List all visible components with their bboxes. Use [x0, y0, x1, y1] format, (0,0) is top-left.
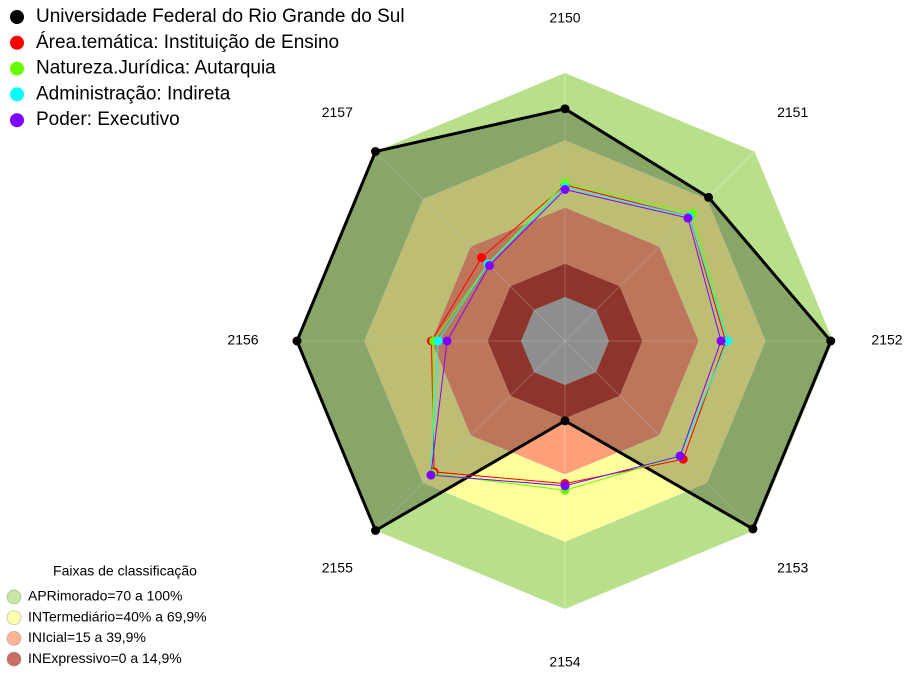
legend-marker: [10, 87, 24, 102]
legend-label: Área.temática: Instituição de Ensino: [36, 32, 339, 53]
series-point: [292, 336, 302, 346]
category-label: 2152: [871, 332, 902, 348]
series-point: [716, 336, 726, 346]
band-legend-marker: [6, 589, 22, 605]
category-label: 2156: [227, 332, 258, 348]
series-point: [370, 146, 380, 156]
series-point: [560, 104, 570, 114]
series-point: [683, 213, 693, 223]
band-legend-marker: [6, 630, 22, 646]
spoke: [375, 151, 566, 342]
series-point: [433, 336, 443, 346]
spoke: [375, 340, 566, 531]
legend-marker: [10, 35, 24, 50]
bands-title: Faixas de classificação: [53, 563, 197, 579]
series-point: [748, 524, 758, 534]
band-legend-marker: [6, 651, 22, 667]
legend-label: Universidade Federal do Rio Grande do Su…: [36, 6, 405, 27]
spoke: [564, 151, 755, 342]
series-point: [426, 470, 436, 480]
category-label: 2157: [322, 104, 353, 120]
category-label: 2151: [777, 104, 808, 120]
legend-marker: [10, 61, 24, 76]
category-label: 2153: [777, 559, 808, 575]
series-point: [370, 526, 380, 536]
legend-label: Poder: Executivo: [36, 109, 180, 130]
series-point: [485, 261, 495, 271]
category-label: 2150: [549, 10, 580, 26]
series-point: [477, 253, 487, 263]
legend-label: Natureza.Jurídica: Autarquia: [36, 58, 276, 79]
band-legend-label: APRimorado=70 a 100%: [28, 588, 183, 604]
legend-marker: [10, 10, 24, 24]
category-label: 2155: [322, 559, 353, 575]
band-legend-label: INExpressivo=0 a 14,9%: [28, 650, 182, 666]
series-point: [560, 184, 570, 194]
category-label: 2154: [549, 654, 580, 670]
spoke: [564, 340, 755, 531]
series-point: [560, 416, 570, 426]
legend-marker: [10, 113, 24, 128]
band: [364, 140, 766, 542]
series-point: [560, 481, 570, 491]
band-legend-label: INTermediário=40% a 69,9%: [28, 608, 207, 624]
series-point: [826, 336, 836, 346]
series-point: [442, 336, 452, 346]
series-point: [723, 336, 733, 346]
band: [431, 207, 699, 475]
band: [487, 263, 643, 419]
series-point: [675, 451, 685, 461]
band-legend-marker: [6, 610, 22, 626]
band-legend-label: INIcial=15 a 39,9%: [28, 629, 146, 645]
center-hole: [521, 297, 609, 385]
legend-label: Administração: Indireta: [36, 83, 231, 104]
series-point: [704, 192, 714, 202]
